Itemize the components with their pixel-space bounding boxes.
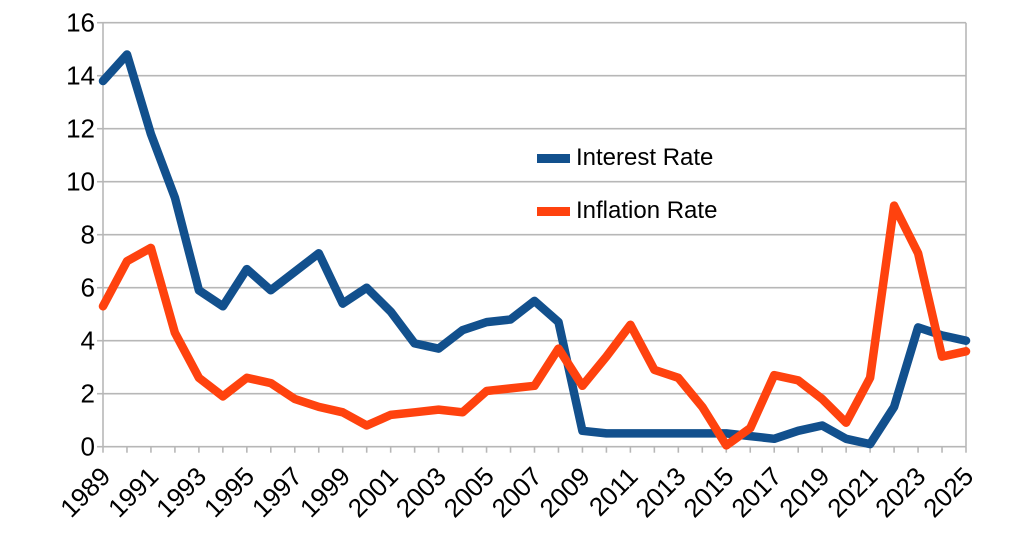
y-axis-label: 0 <box>81 432 95 462</box>
x-axis-label: 2003 <box>390 461 452 523</box>
interest-rate-swatch <box>537 153 570 163</box>
x-axis-label: 2011 <box>583 461 644 522</box>
x-axis-label: 1997 <box>246 461 308 523</box>
legend-item-interest-rate: Interest Rate <box>537 144 713 172</box>
y-axis-label: 6 <box>81 273 95 303</box>
x-axis-label: 2023 <box>869 461 931 523</box>
y-axis-label: 2 <box>81 379 95 409</box>
interest-rate-line <box>98 50 971 449</box>
x-axis-label: 2005 <box>438 461 500 523</box>
x-axis-label: 2017 <box>725 461 787 523</box>
x-axis-label: 2019 <box>773 461 835 523</box>
x-axis-label: 2007 <box>486 461 548 523</box>
x-axis-label: 1995 <box>198 461 260 523</box>
y-axis-label: 16 <box>66 8 95 38</box>
x-axis-label: 1989 <box>54 461 116 523</box>
y-axis-label: 12 <box>66 114 95 144</box>
inflation-rate-swatch <box>537 206 570 216</box>
y-axis-label: 14 <box>66 61 95 91</box>
x-axis-label: 1991 <box>102 461 164 523</box>
x-axis-label: 2021 <box>821 461 883 523</box>
x-axis-label: 2009 <box>534 461 596 523</box>
y-axis-label: 4 <box>81 326 95 356</box>
x-axis-label: 2013 <box>629 461 691 523</box>
x-axis-label: 2025 <box>917 461 979 523</box>
x-axis-label: 1993 <box>150 461 212 523</box>
y-axis-label: 8 <box>81 220 95 250</box>
y-axis-label: 10 <box>66 167 95 197</box>
x-axis-label: 2001 <box>342 461 404 523</box>
x-axis-label: 1999 <box>294 461 356 523</box>
legend-label-interest-rate: Interest Rate <box>576 144 714 171</box>
x-axis-label: 2015 <box>677 461 739 523</box>
inflation-rate-line <box>98 201 971 450</box>
legend-label-inflation-rate: Inflation Rate <box>576 197 718 224</box>
legend-item-inflation-rate: Inflation Rate <box>537 197 717 225</box>
